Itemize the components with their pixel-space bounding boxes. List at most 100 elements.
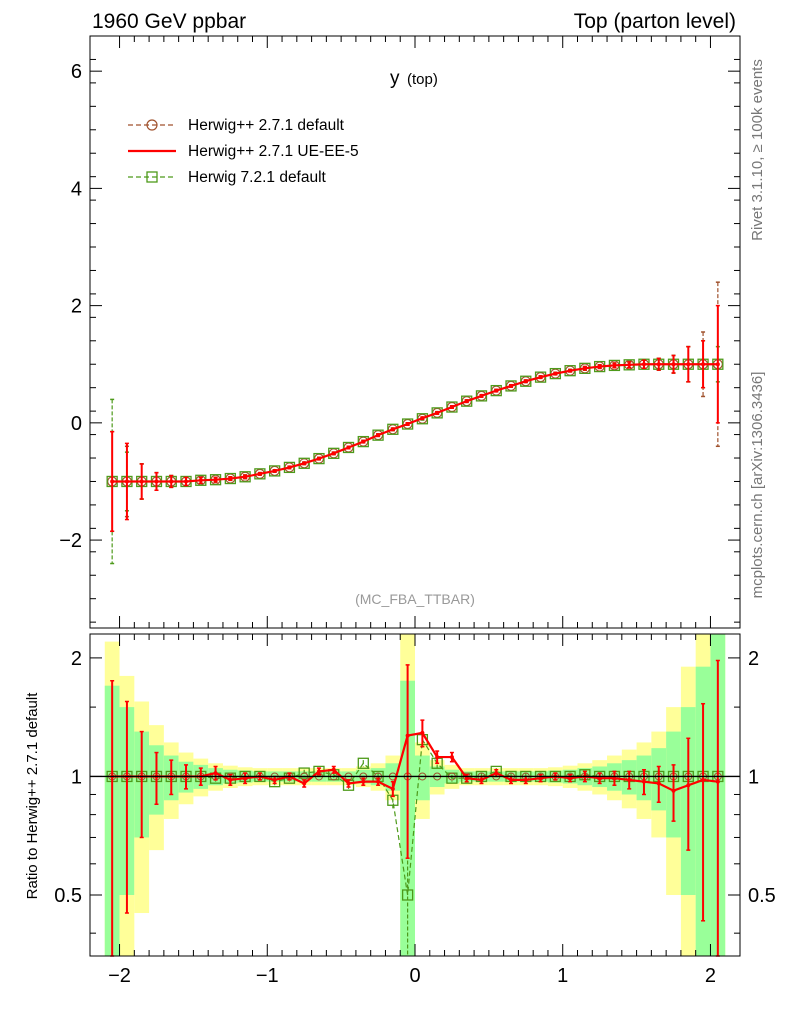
ratio-point bbox=[686, 783, 691, 788]
main-point bbox=[387, 423, 399, 435]
ratio-point bbox=[568, 776, 573, 781]
main-point bbox=[627, 362, 632, 367]
main-point bbox=[302, 461, 307, 466]
ratio-point bbox=[449, 755, 454, 760]
main-point bbox=[568, 368, 573, 373]
ratio-point bbox=[361, 779, 366, 784]
ratio-point bbox=[597, 776, 602, 781]
main-point bbox=[213, 477, 218, 482]
ratio-point bbox=[509, 777, 514, 782]
ratio-point bbox=[331, 767, 336, 772]
main-point bbox=[490, 384, 502, 397]
ratio-point bbox=[228, 777, 233, 782]
ratio-point bbox=[272, 777, 277, 782]
main-point bbox=[198, 478, 203, 483]
main-point bbox=[701, 362, 706, 367]
main-ytick-label: 2 bbox=[71, 296, 82, 318]
main-point bbox=[538, 375, 543, 380]
main-point bbox=[641, 362, 646, 367]
main-point bbox=[283, 461, 296, 474]
main-point bbox=[505, 380, 517, 392]
main-point bbox=[715, 362, 720, 367]
ratio-xtick-label: −2 bbox=[108, 965, 131, 987]
main-point bbox=[686, 362, 691, 367]
main-point bbox=[405, 422, 410, 427]
main-point bbox=[376, 433, 381, 438]
main-point bbox=[420, 416, 425, 421]
main-point bbox=[401, 418, 414, 430]
ratio-point bbox=[612, 776, 617, 781]
ratio-point bbox=[656, 781, 661, 786]
ratio-ytick-label-right: 0.5 bbox=[748, 885, 776, 907]
ratio-point bbox=[420, 730, 425, 735]
main-point bbox=[361, 439, 366, 444]
main-point bbox=[449, 405, 454, 410]
main-point bbox=[475, 390, 488, 402]
main-point bbox=[534, 371, 547, 383]
ratio-point bbox=[627, 777, 632, 782]
main-point bbox=[313, 452, 325, 465]
main-point bbox=[523, 379, 528, 384]
main-point bbox=[184, 479, 189, 484]
ratio-point bbox=[346, 781, 351, 786]
main-point bbox=[243, 474, 248, 479]
main-point bbox=[509, 383, 514, 388]
ratio-point bbox=[243, 776, 248, 781]
main-point bbox=[346, 445, 351, 450]
main-point bbox=[582, 366, 587, 371]
ratio-point bbox=[213, 771, 218, 776]
ratio-xtick-label: 1 bbox=[557, 965, 568, 987]
main-series-line bbox=[112, 363, 718, 483]
main-point bbox=[154, 479, 159, 484]
main-point bbox=[169, 479, 174, 484]
rivet-label: Rivet 3.1.10, ≥ 100k events bbox=[749, 59, 766, 241]
main-point bbox=[316, 456, 321, 461]
main-point bbox=[431, 407, 443, 419]
ratio-point bbox=[701, 777, 706, 782]
ratio-point bbox=[435, 755, 440, 760]
main-point bbox=[357, 435, 369, 448]
main-point bbox=[110, 479, 115, 484]
ratio-ytick-label-right: 2 bbox=[748, 648, 759, 670]
ratio-ytick-label: 0.5 bbox=[54, 885, 82, 907]
ratio-band-inner bbox=[415, 755, 430, 801]
mcplots-label: mcplots.cern.ch [arXiv:1306.3436] bbox=[749, 372, 766, 599]
main-point bbox=[479, 393, 484, 398]
ratio-point bbox=[376, 779, 381, 784]
ratio-frame bbox=[89, 633, 741, 957]
ratio-point bbox=[405, 733, 410, 738]
main-point bbox=[342, 441, 355, 454]
main-point bbox=[257, 471, 262, 476]
legend-label: Herwig++ 2.7.1 default bbox=[188, 117, 345, 134]
legend-marker bbox=[146, 119, 158, 131]
main-point bbox=[287, 465, 292, 470]
legend-label: Herwig++ 2.7.1 UE-EE-5 bbox=[188, 143, 359, 160]
main-series-1 bbox=[110, 304, 720, 533]
ratio-ytick-label: 2 bbox=[71, 648, 82, 670]
main-point bbox=[298, 457, 310, 469]
main-title: y bbox=[390, 68, 400, 89]
ratio-series-line bbox=[112, 731, 718, 792]
legend-marker bbox=[146, 171, 158, 183]
ratio-point bbox=[464, 776, 469, 781]
main-point bbox=[494, 388, 499, 393]
ratio-ytick-label-right: 1 bbox=[748, 766, 759, 788]
ratio-point bbox=[538, 776, 543, 781]
main-point bbox=[228, 476, 233, 481]
ratio-point bbox=[494, 771, 499, 776]
ratio-xtick-label: 0 bbox=[409, 965, 420, 987]
main-series-line bbox=[112, 363, 718, 483]
ratio-point bbox=[523, 777, 528, 782]
analysis-label: (MC_FBA_TTBAR) bbox=[355, 591, 475, 607]
main-point bbox=[390, 427, 395, 432]
main-point bbox=[331, 451, 336, 456]
main-point bbox=[671, 362, 676, 367]
ratio-point bbox=[401, 889, 414, 901]
main-ytick-label: 6 bbox=[71, 61, 82, 83]
ratio-ylabel: Ratio to Herwig++ 2.7.1 default bbox=[24, 692, 41, 900]
main-point bbox=[328, 447, 340, 459]
ratio-xtick-label: 2 bbox=[705, 965, 716, 987]
main-point bbox=[461, 395, 473, 407]
ratio-point bbox=[390, 786, 395, 791]
